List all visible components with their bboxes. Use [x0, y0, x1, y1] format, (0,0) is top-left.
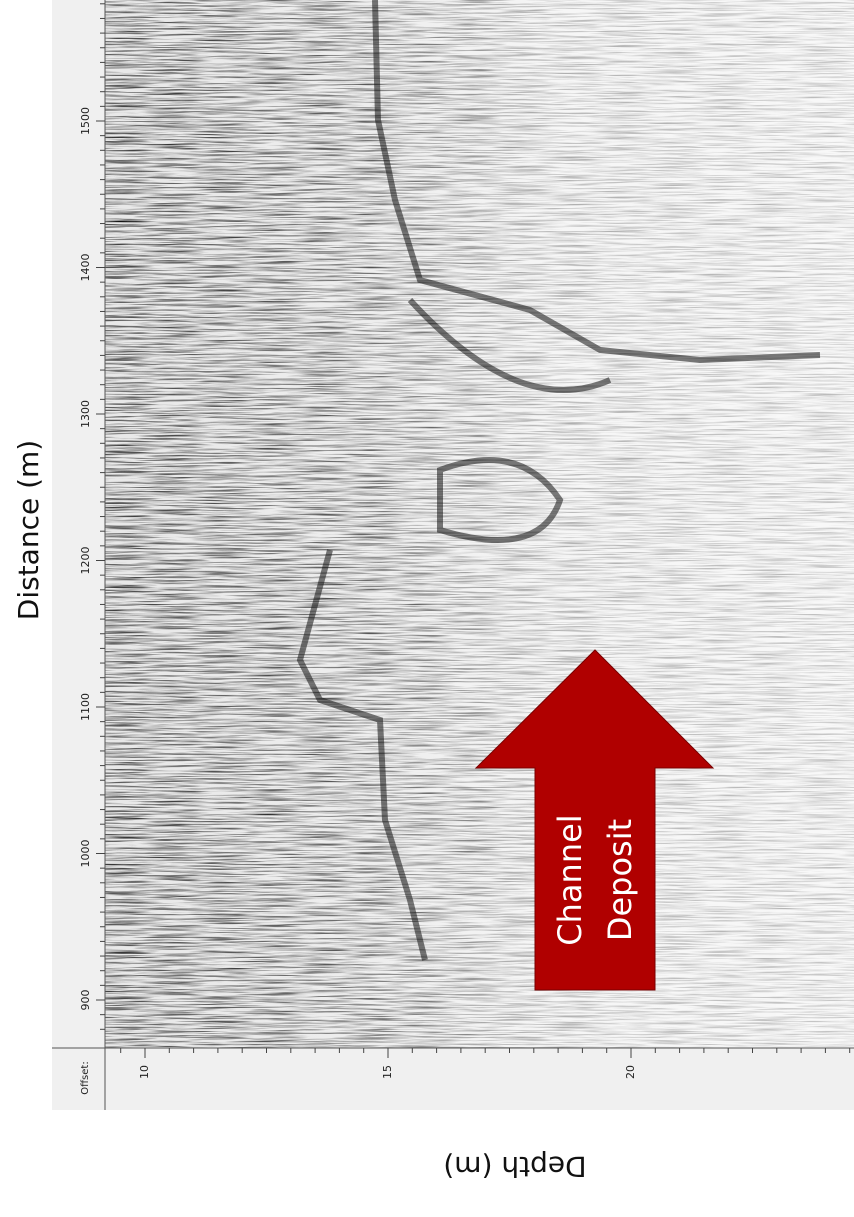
figure: 900 1000 1100 1200 1300 1400 1500 10 15 20 Offset…: [0, 0, 854, 1213]
depth-tick-label: 20: [624, 1065, 637, 1079]
offset-label: Offset:: [80, 1061, 91, 1094]
distance-tick-label: 1400: [79, 254, 92, 282]
distance-tick-label: 1300: [79, 400, 92, 428]
distance-tick-label: 1500: [79, 107, 92, 135]
distance-tick-label: 1000: [79, 840, 92, 868]
radargram: [105, 0, 854, 1048]
distance-tick-label: 900: [79, 990, 92, 1011]
depth-axis-title: Depth (m): [443, 1150, 586, 1183]
depth-axis-strip: [52, 1048, 854, 1110]
annotation-line: Channel: [551, 814, 589, 945]
distance-tick-label: 1200: [79, 547, 92, 575]
depth-tick-label: 10: [138, 1065, 151, 1079]
distance-tick-label: 1100: [79, 693, 92, 721]
distance-axis-title: Distance (m): [12, 440, 45, 620]
depth-tick-label: 15: [381, 1065, 394, 1079]
annotation-line: Deposit: [601, 819, 639, 941]
